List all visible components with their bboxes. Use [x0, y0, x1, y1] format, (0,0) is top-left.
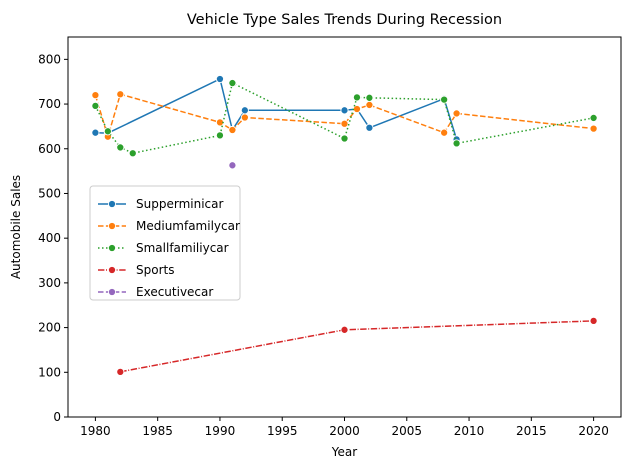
legend-item: Sports [98, 263, 174, 277]
x-tick-label: 2015 [516, 424, 547, 438]
legend-swatch-marker [107, 221, 117, 231]
series-line-supperminicar [95, 77, 458, 140]
data-point [215, 74, 225, 84]
data-point [240, 113, 249, 122]
x-tick-label: 2020 [578, 424, 609, 438]
data-point [116, 90, 125, 99]
x-tick-label: 2000 [329, 424, 360, 438]
y-tick-label: 500 [38, 186, 61, 200]
legend-label: Mediumfamilycar [136, 219, 240, 233]
series-smallfamiliycar [91, 78, 598, 158]
y-tick-label: 0 [53, 410, 61, 424]
x-tick-label: 2010 [454, 424, 485, 438]
data-point [91, 101, 100, 110]
data-point [365, 93, 374, 102]
series-mediumfamilycar [91, 90, 598, 141]
x-axis-ticks: 1980 1985 1990 1995 2000 2005 2010 2015 2020 [80, 417, 609, 438]
y-tick-label: 200 [38, 321, 61, 335]
data-point [352, 93, 362, 102]
data-point [589, 124, 598, 133]
data-point [240, 106, 249, 115]
data-point [589, 113, 598, 122]
y-axis-label: Automobile Sales [9, 175, 23, 279]
y-tick-label: 800 [38, 52, 61, 66]
data-point [215, 131, 225, 140]
data-point [116, 143, 125, 152]
legend-swatch-marker [107, 199, 117, 209]
legend: Supperminicar Mediumfamilycar Smallfamiliy… [89, 185, 241, 301]
data-point [352, 104, 362, 114]
x-tick-label: 1985 [142, 424, 173, 438]
data-point [440, 128, 449, 137]
legend-label: Sports [136, 263, 174, 277]
series-line-smallfamiliycar [94, 81, 594, 154]
data-point [91, 128, 100, 137]
legend-box [89, 185, 241, 301]
series-sports [116, 316, 598, 376]
data-point [340, 106, 349, 115]
legend-item: Executivecar [98, 285, 213, 299]
y-tick-label: 300 [38, 276, 61, 290]
data-point [91, 91, 100, 100]
legend-swatch-marker [107, 265, 117, 275]
series-layer [91, 74, 598, 376]
data-point [340, 119, 349, 128]
legend-label: Executivecar [136, 285, 213, 299]
legend-item: Mediumfamilycar [98, 219, 240, 233]
series-line-mediumfamilycar [94, 93, 594, 140]
x-tick-label: 1990 [205, 424, 236, 438]
y-tick-label: 600 [38, 142, 61, 156]
data-point [365, 100, 374, 110]
series-supperminicar [91, 74, 461, 144]
legend-label: Smallfamiliycar [136, 241, 229, 255]
legend-swatch-marker [107, 243, 117, 253]
y-tick-label: 700 [38, 97, 61, 111]
data-point [116, 367, 125, 376]
data-point [128, 149, 137, 158]
x-axis-label: Year [331, 445, 357, 459]
legend-label: Supperminicar [136, 197, 223, 211]
data-point [340, 325, 349, 334]
x-tick-label: 1995 [267, 424, 298, 438]
chart-title: Vehicle Type Sales Trends During Recessi… [187, 12, 502, 28]
data-point [452, 109, 461, 118]
data-point [340, 134, 349, 143]
x-tick-label: 1980 [80, 424, 111, 438]
x-tick-label: 2005 [392, 424, 423, 438]
legend-item: Supperminicar [98, 197, 223, 211]
data-point [440, 95, 449, 104]
data-point [228, 161, 237, 170]
data-point [228, 78, 237, 88]
y-tick-label: 100 [38, 365, 61, 379]
y-tick-label: 400 [38, 231, 61, 245]
y-axis-ticks: 0 100 200 300 400 500 600 700 800 [38, 52, 68, 424]
legend-item: Smallfamiliycar [98, 241, 229, 255]
data-point [452, 139, 461, 148]
plot-frame [67, 36, 622, 418]
legend-swatch-marker [107, 287, 117, 297]
series-line-sports [120, 320, 594, 373]
series-executivecar [228, 161, 237, 170]
data-point [589, 316, 598, 325]
data-point [103, 127, 112, 136]
data-point [228, 125, 237, 135]
data-point [365, 123, 374, 132]
